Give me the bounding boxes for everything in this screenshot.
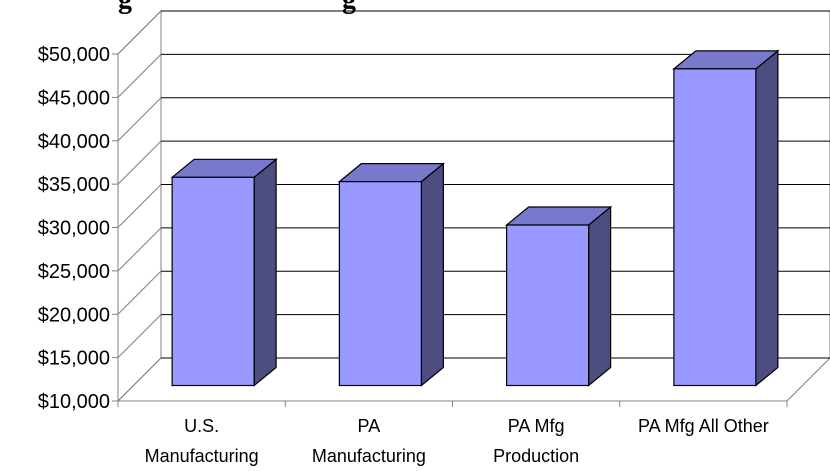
side-gridline <box>117 54 162 98</box>
x-axis-category-labels: U.S. Manufacturing PA Manufacturing PA Mfg Pr… <box>145 416 769 466</box>
side-gridline <box>117 97 162 142</box>
y-axis-tick-labels: $10,000 $15,000 $20,000 $25,000 $30,000 $35,0… <box>38 44 110 413</box>
side-gridline <box>117 140 162 185</box>
bar-side <box>755 49 779 387</box>
bar <box>170 158 278 387</box>
y-tick-label: $45,000 <box>38 87 110 109</box>
y-tick-label: $25,000 <box>38 261 110 283</box>
bar-front <box>673 68 757 387</box>
x-category-label: U.S. Manufacturing <box>145 416 259 466</box>
bar <box>504 205 613 387</box>
y-tick-label: $50,000 <box>38 44 110 66</box>
y-tick-label: $15,000 <box>38 348 110 370</box>
x-category-label-line: Manufacturing <box>145 446 259 466</box>
y-tick-label: $40,000 <box>38 131 110 153</box>
side-gridline <box>117 184 162 228</box>
x-category-label-line: PA Mfg <box>508 416 565 436</box>
x-category-label-line: PA <box>358 416 381 436</box>
side-gridline <box>117 357 162 402</box>
side-gridline <box>117 227 162 272</box>
x-category-label-line: Manufacturing <box>312 446 426 466</box>
bar-front <box>506 224 590 387</box>
y-tick-label: $20,000 <box>38 304 110 326</box>
side-gridline <box>117 314 162 358</box>
x-category-label-line: PA Mfg All Other <box>638 416 769 436</box>
bars <box>170 49 780 387</box>
y-tick-label: $35,000 <box>38 174 110 196</box>
x-category-label: PA Mfg Production <box>493 416 579 466</box>
axis-ticks <box>112 53 788 407</box>
bar-side <box>588 205 612 387</box>
bar-front <box>338 181 422 387</box>
x-category-label-line: Production <box>493 446 579 466</box>
y-tick-label: $30,000 <box>38 218 110 240</box>
side-gridline <box>117 10 162 55</box>
bar-side <box>420 162 444 387</box>
side-gridline <box>117 270 162 315</box>
bar-front <box>171 176 255 387</box>
bar <box>672 49 780 387</box>
y-tick-label: $10,000 <box>38 391 110 413</box>
chart-title: g g <box>118 0 356 15</box>
x-category-label: PA Mfg All Other <box>638 416 769 436</box>
x-category-label: PA Manufacturing <box>312 416 426 466</box>
x-category-label-line: U.S. <box>184 416 219 436</box>
bar <box>337 162 446 387</box>
bar-side <box>253 158 277 387</box>
